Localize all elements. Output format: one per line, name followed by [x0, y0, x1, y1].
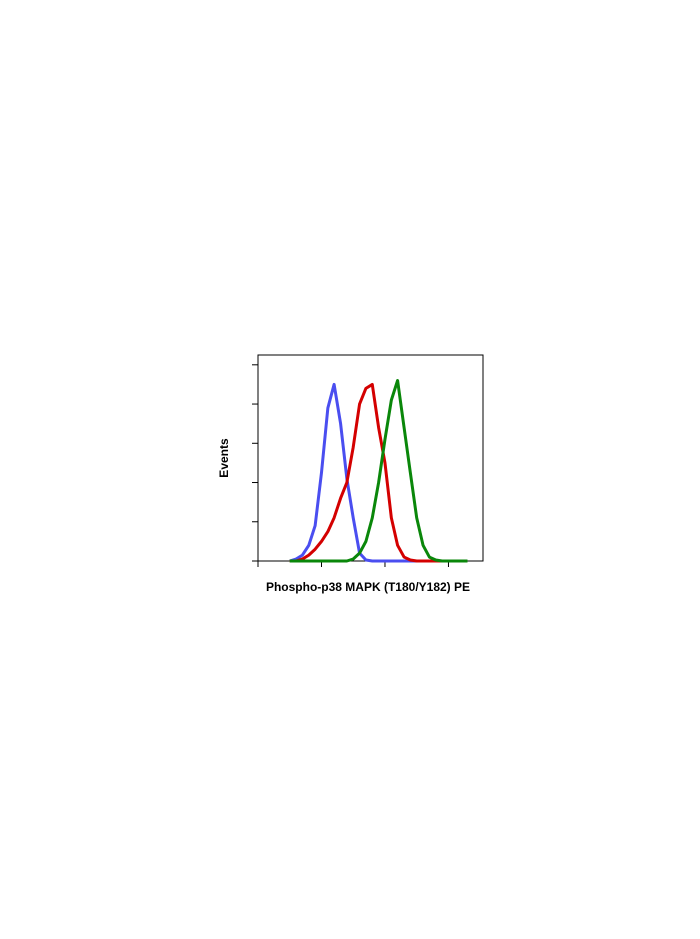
- x-axis-title: Phospho-p38 MAPK (T180/Y182) PE: [266, 580, 470, 594]
- y-axis-title: Events: [217, 438, 231, 478]
- histogram-curve: [289, 379, 468, 563]
